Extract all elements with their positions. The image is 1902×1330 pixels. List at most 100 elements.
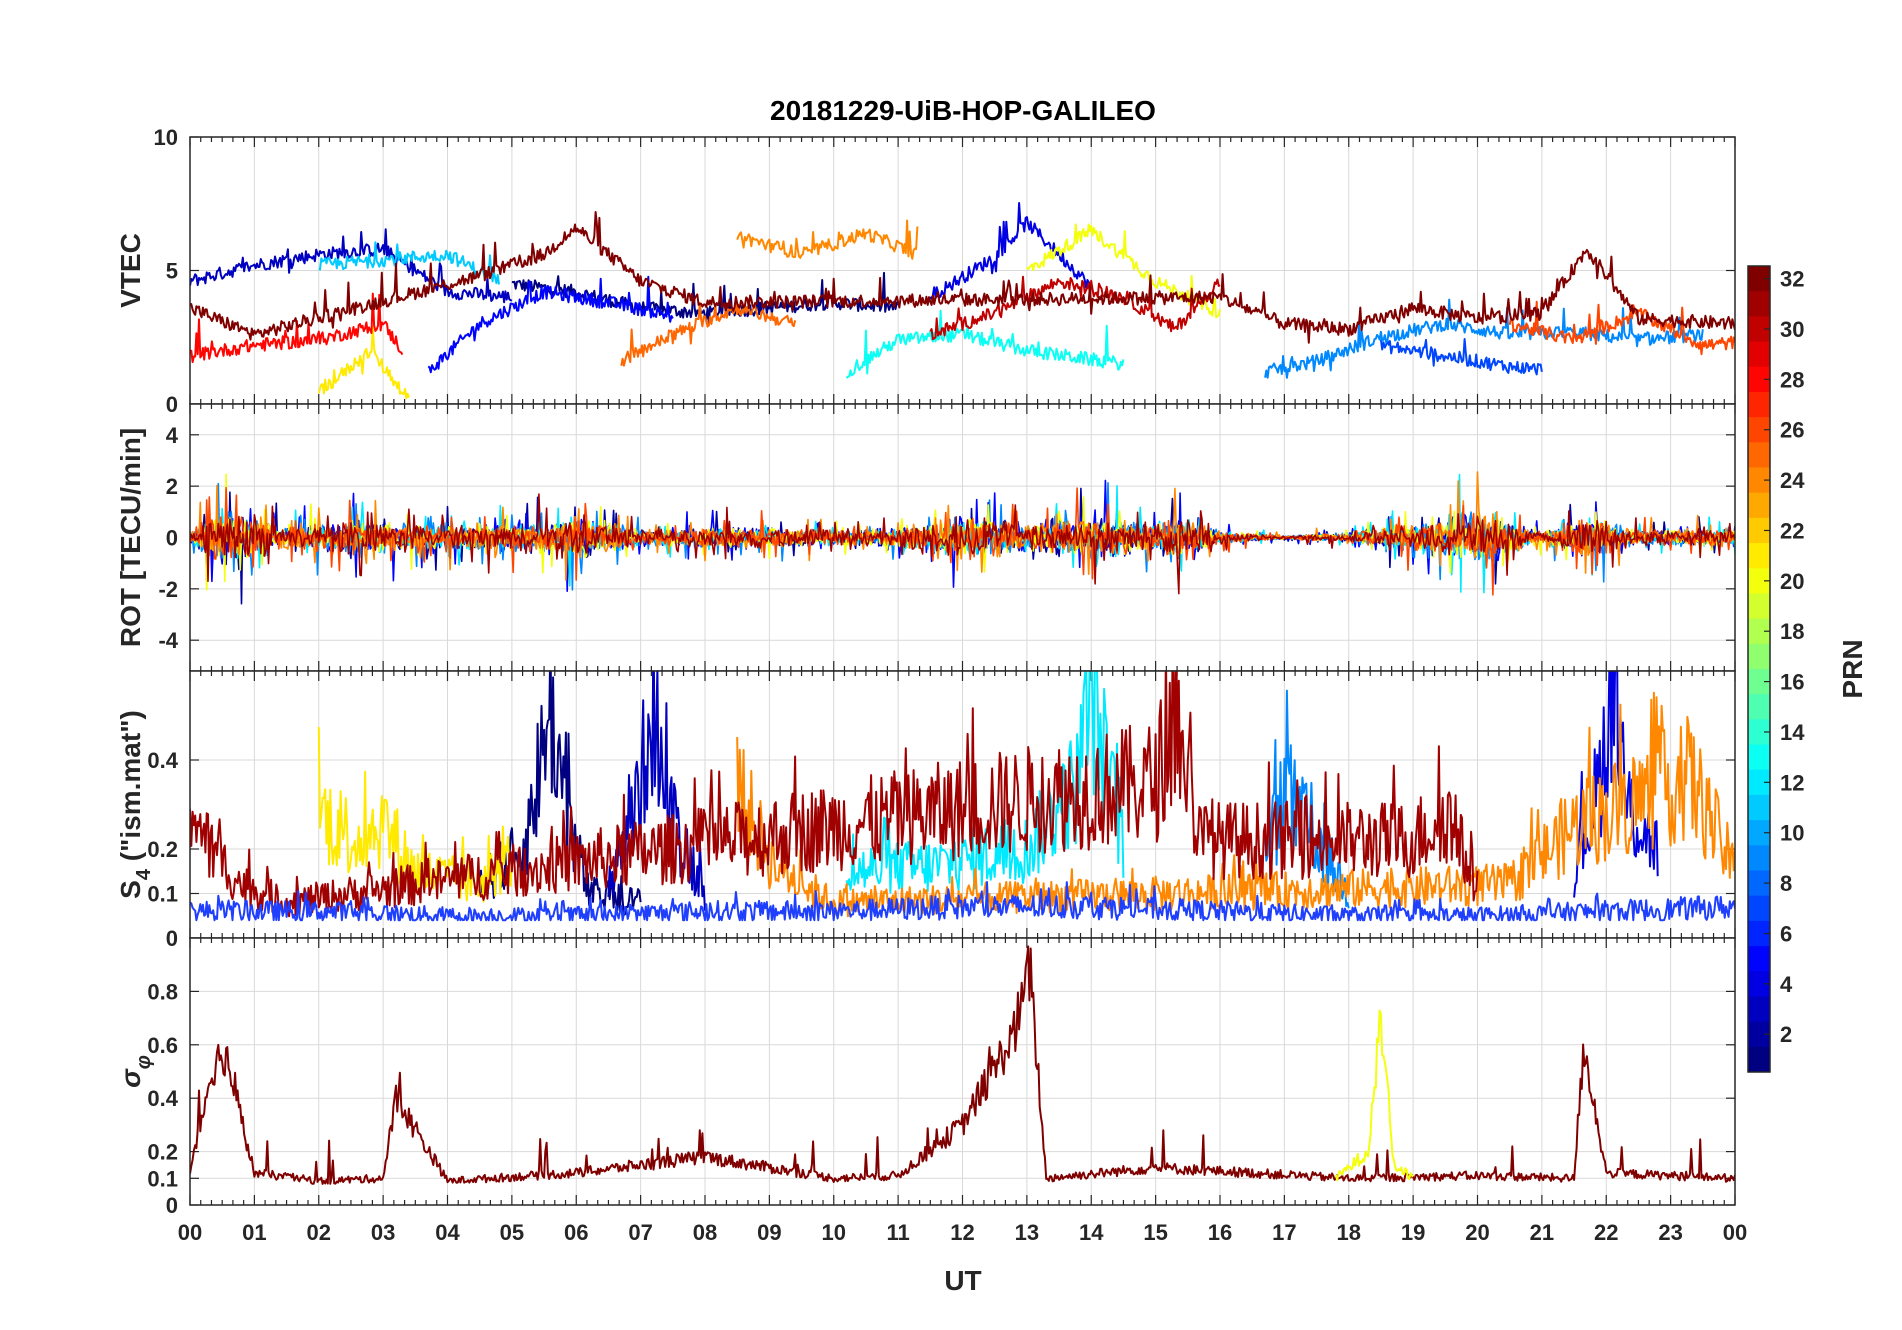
x-tick-label: 19 <box>1401 1220 1425 1245</box>
y-tick-label: 0.6 <box>147 1033 178 1058</box>
y-tick-label: -4 <box>158 628 178 653</box>
panel-sigma: 00.10.2 0.4 0.6 0.8 σφ <box>115 937 1736 1218</box>
x-tick-label: 00 <box>1723 1220 1747 1245</box>
trace-prn-26 <box>1508 300 1735 356</box>
x-tick-label: 14 <box>1079 1220 1104 1245</box>
x-tick-label: 06 <box>564 1220 588 1245</box>
x-tick-label: 15 <box>1143 1220 1167 1245</box>
x-tick-label: 00 <box>178 1220 202 1245</box>
colorbar-segment <box>1748 593 1770 620</box>
y-label-sub: 4 <box>133 868 155 880</box>
x-tick-label: 11 <box>886 1220 909 1245</box>
x-tick-label: 16 <box>1208 1220 1232 1245</box>
x-tick-label: 12 <box>950 1220 974 1245</box>
y-tick-label: 0 <box>166 926 178 951</box>
y-axis-label-vtec: VTEC <box>115 233 146 308</box>
trace-prn-25 <box>620 301 797 367</box>
colorbar-tick-label: 32 <box>1780 267 1804 292</box>
x-tick-label: 07 <box>628 1220 652 1245</box>
colorbar-label: PRN <box>1837 639 1868 698</box>
colorbar-segment <box>1748 517 1770 544</box>
x-tick-label: 04 <box>435 1220 460 1245</box>
y-tick-label: 0.4 <box>147 1086 178 1111</box>
colorbar-segment <box>1748 820 1770 846</box>
colorbar-segment <box>1748 794 1770 821</box>
colorbar-segment <box>1748 895 1770 922</box>
x-tick-label: 18 <box>1337 1220 1361 1245</box>
panel-s4: 00.10.20.4S4 ("ism.mat") <box>115 670 1736 951</box>
trace-prn-13 <box>845 309 1125 379</box>
colorbar-tick-label: 20 <box>1780 569 1804 594</box>
y-tick-label: 5 <box>166 259 178 284</box>
y-tick-label: 2 <box>166 474 178 499</box>
y-label-rest: ("ism.mat") <box>115 710 146 869</box>
x-tick-label: 05 <box>500 1220 524 1245</box>
colorbar: 32 30 28 26 24 22 20 18 16 14 12 10 8 6 4 2 PRN <box>1747 265 1868 1073</box>
colorbar-tick-label: 2 <box>1780 1022 1792 1047</box>
colorbar-segment <box>1748 492 1770 519</box>
trace-prn-31 <box>190 671 1479 918</box>
trace-prn-28 <box>190 292 404 364</box>
trace-prn-20 <box>1334 1009 1414 1182</box>
trace-prn-7 <box>1379 338 1543 376</box>
chart-title: 20181229-UiB-HOP-GALILEO <box>770 95 1156 126</box>
x-tick-label: 22 <box>1594 1220 1618 1245</box>
colorbar-segment <box>1748 316 1770 343</box>
colorbar-tick-label: 12 <box>1780 770 1804 795</box>
colorbar-segment <box>1748 845 1770 871</box>
y-tick-label: 0.2 <box>147 1140 178 1165</box>
colorbar-tick-label: 28 <box>1780 367 1804 392</box>
colorbar-segment <box>1748 467 1770 494</box>
colorbar-segment <box>1748 996 1770 1023</box>
colorbar-segment <box>1748 694 1770 720</box>
colorbar-tick-label: 10 <box>1780 821 1804 846</box>
trace-prn-32 <box>190 945 1735 1185</box>
colorbar-tick-label: 4 <box>1780 972 1793 997</box>
traces-rot <box>190 471 1735 605</box>
colorbar-tick-label: 14 <box>1780 720 1805 745</box>
y-label-main: S <box>115 880 146 899</box>
rot-trace <box>190 493 1735 595</box>
trace-prn-20 <box>1026 223 1221 319</box>
trace-prn-11 <box>318 241 500 285</box>
colorbar-segment <box>1748 543 1770 569</box>
colorbar-tick-label: 30 <box>1780 317 1804 342</box>
colorbar-segment <box>1748 618 1770 645</box>
colorbar-segment <box>1748 442 1770 468</box>
colorbar-tick-label: 16 <box>1780 670 1804 695</box>
x-tick-label: 09 <box>757 1220 781 1245</box>
y-tick-label: 0 <box>166 526 178 551</box>
y-tick-label: 0.1 <box>147 1166 178 1191</box>
colorbar-segment <box>1748 417 1770 443</box>
trace-prn-9 <box>1264 298 1704 379</box>
colorbar-segment <box>1748 870 1770 897</box>
colorbar-tick-label: 24 <box>1780 468 1805 493</box>
colorbar-segment <box>1748 1021 1770 1048</box>
trace-prn-21 <box>317 325 410 400</box>
trace-prn-3 <box>190 228 513 304</box>
trace-prn-4 <box>1573 671 1659 898</box>
colorbar-segment <box>1748 391 1770 418</box>
colorbar-tick-label: 22 <box>1780 518 1804 543</box>
panel-vtec: 0 5 10 VTEC <box>115 125 1736 417</box>
colorbar-tick-label: 8 <box>1780 871 1792 896</box>
x-tick-label: 01 <box>242 1220 266 1245</box>
colorbar-segment <box>1748 643 1770 670</box>
trace-prn-24 <box>736 219 919 260</box>
x-tick-label: 17 <box>1272 1220 1296 1245</box>
y-tick-label: -2 <box>158 577 178 602</box>
trace-prn-32 <box>190 211 1735 344</box>
trace-baseline <box>190 881 1735 922</box>
y-axis-label-sigma: σφ <box>115 1055 155 1088</box>
x-tick-label: 10 <box>822 1220 846 1245</box>
colorbar-segment <box>1748 341 1770 368</box>
panel-rot: -4 -2 0 2 4 ROT [TECU/min] <box>115 403 1736 672</box>
trace-prn-5 <box>427 275 674 374</box>
x-tick-label: 08 <box>693 1220 717 1245</box>
colorbar-segment <box>1748 1046 1770 1073</box>
traces-vtec <box>190 202 1735 400</box>
x-tick-label: 23 <box>1658 1220 1682 1245</box>
x-tick-label: 02 <box>307 1220 331 1245</box>
colorbar-segment <box>1748 719 1770 746</box>
